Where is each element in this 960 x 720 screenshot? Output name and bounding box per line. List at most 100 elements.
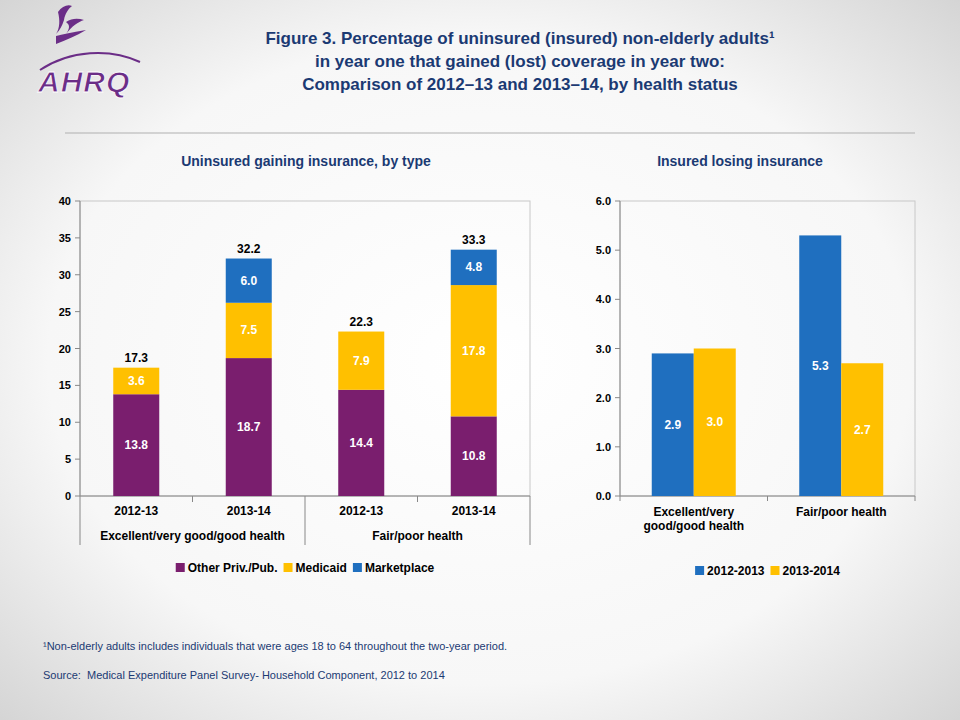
bar: [694, 349, 736, 497]
source: Source: Medical Expenditure Panel Survey…: [43, 669, 445, 681]
x-tick-label: Excellent/verygood/good health: [643, 505, 744, 533]
y-tick-label: 30: [59, 269, 71, 281]
bar-segment: [113, 368, 159, 395]
y-tick: [75, 348, 80, 349]
chart: Uninsured gaining insurance, by type 0 5 10…: [59, 153, 530, 575]
data-label: 3.0: [706, 415, 723, 429]
y-tick: [75, 311, 80, 312]
title: Figure 3. Percentage of uninsured (insur…: [265, 29, 774, 48]
logo-eagle: [56, 5, 72, 34]
data-label: 17.8: [462, 344, 486, 358]
plot-frame: [620, 201, 915, 496]
data-label: 7.5: [240, 323, 257, 337]
legend-swatch: [284, 563, 293, 572]
y-tick-label: 0.0: [596, 490, 611, 502]
y-tick: [615, 201, 620, 202]
x-tick: [192, 496, 193, 502]
bar-segment: [338, 332, 384, 390]
y-tick: [615, 299, 620, 300]
y-tick: [75, 385, 80, 386]
total-label: 33.3: [462, 233, 486, 247]
data-label: 18.7: [237, 420, 261, 434]
data-label: 7.9: [353, 354, 370, 368]
data-label: 2.7: [854, 423, 871, 437]
legend-label: Medicaid: [296, 561, 347, 575]
bar-segment: [226, 358, 272, 496]
y-tick-label: 35: [59, 232, 71, 244]
total-label: 17.3: [125, 351, 149, 365]
data-label: 10.8: [462, 449, 486, 463]
x-tick: [767, 496, 768, 501]
group-divider: [305, 496, 306, 545]
total-label: 22.3: [350, 315, 374, 329]
group-divider: [80, 496, 81, 545]
bar: [841, 363, 883, 496]
y-tick-label: 3.0: [596, 343, 611, 355]
legend-swatch: [176, 563, 185, 572]
logo-eagle: [56, 30, 86, 44]
data-labels: 13.83.617.318.77.56.032.214.47.922.310.8…: [125, 233, 486, 463]
chart-title: Uninsured gaining insurance, by type: [181, 153, 431, 169]
legend-swatch: [771, 566, 780, 575]
legend-label: 2013-2014: [783, 564, 841, 578]
marks: [652, 235, 884, 496]
bar-segment: [338, 390, 384, 496]
x-axis-labels: 2012-132013-142012-132013-14Excellent/ve…: [80, 496, 530, 545]
y-tick: [75, 237, 80, 238]
x-tick: [620, 496, 621, 501]
legend-swatch: [695, 566, 704, 575]
y-tick-label: 5.0: [596, 244, 611, 256]
legend-swatch: [353, 563, 362, 572]
legend: Other Priv./Pub.MedicaidMarketplace: [176, 561, 435, 575]
data-label: 2.9: [664, 418, 681, 432]
marks: [113, 250, 497, 496]
bar-segment: [226, 303, 272, 358]
y-tick: [615, 250, 620, 251]
x-tick-label: 2013-14: [452, 504, 496, 518]
y-tick-label: 6.0: [596, 195, 611, 207]
y-tick: [75, 422, 80, 423]
group-label: Fair/poor health: [372, 529, 463, 543]
y-tick-label: 1.0: [596, 441, 611, 453]
data-label: 4.8: [465, 260, 482, 274]
y-axis: [620, 201, 621, 496]
data-label: 3.6: [128, 374, 145, 388]
page: AHRQ Figure 3. Percentage of uninsured (i…: [0, 0, 960, 720]
x-axis-labels: Excellent/verygood/good health Fair/poor …: [620, 496, 915, 533]
x-tick-label: 2012-13: [339, 504, 383, 518]
y-tick-label: 20: [59, 343, 71, 355]
y-tick-label: 4.0: [596, 293, 611, 305]
label-line: Excellent/very: [653, 505, 734, 519]
bar: [652, 353, 694, 496]
chart-title: Insured losing insurance: [657, 153, 823, 169]
label-line: Fair/poor health: [796, 505, 887, 519]
y-tick-label: 25: [59, 306, 71, 318]
logo: AHRQ: [37, 5, 140, 98]
y-tick: [615, 446, 620, 447]
data-label: 6.0: [240, 274, 257, 288]
legend-label: Marketplace: [365, 561, 435, 575]
y-tick-label: 15: [59, 379, 71, 391]
data-label: 14.4: [350, 436, 374, 450]
y-tick: [75, 459, 80, 460]
y-tick-label: 2.0: [596, 392, 611, 404]
plot-frame: [80, 201, 530, 496]
bar-segment: [451, 285, 497, 416]
legend: 2012-2013 2013-2014: [695, 564, 840, 578]
label-line: good/good health: [643, 519, 744, 533]
title: Comparison of 2012–13 and 2013–14, by he…: [302, 75, 738, 94]
y-tick-label: 40: [59, 195, 71, 207]
y-tick: [615, 397, 620, 398]
title: in year one that gained (lost) coverage …: [315, 52, 725, 71]
x-tick-label: Fair/poor health: [796, 505, 887, 519]
bar-segment: [451, 250, 497, 285]
x-tick-label: 2013-14: [227, 504, 271, 518]
y-tick-label: 10: [59, 416, 71, 428]
total-label: 32.2: [237, 242, 261, 256]
y-tick: [615, 496, 620, 497]
y-tick-label: 0: [65, 490, 71, 502]
group-divider: [530, 496, 531, 545]
y-tick-label: 5: [65, 453, 71, 465]
legend-label: 2012-2013: [707, 564, 765, 578]
bar: [799, 235, 841, 496]
